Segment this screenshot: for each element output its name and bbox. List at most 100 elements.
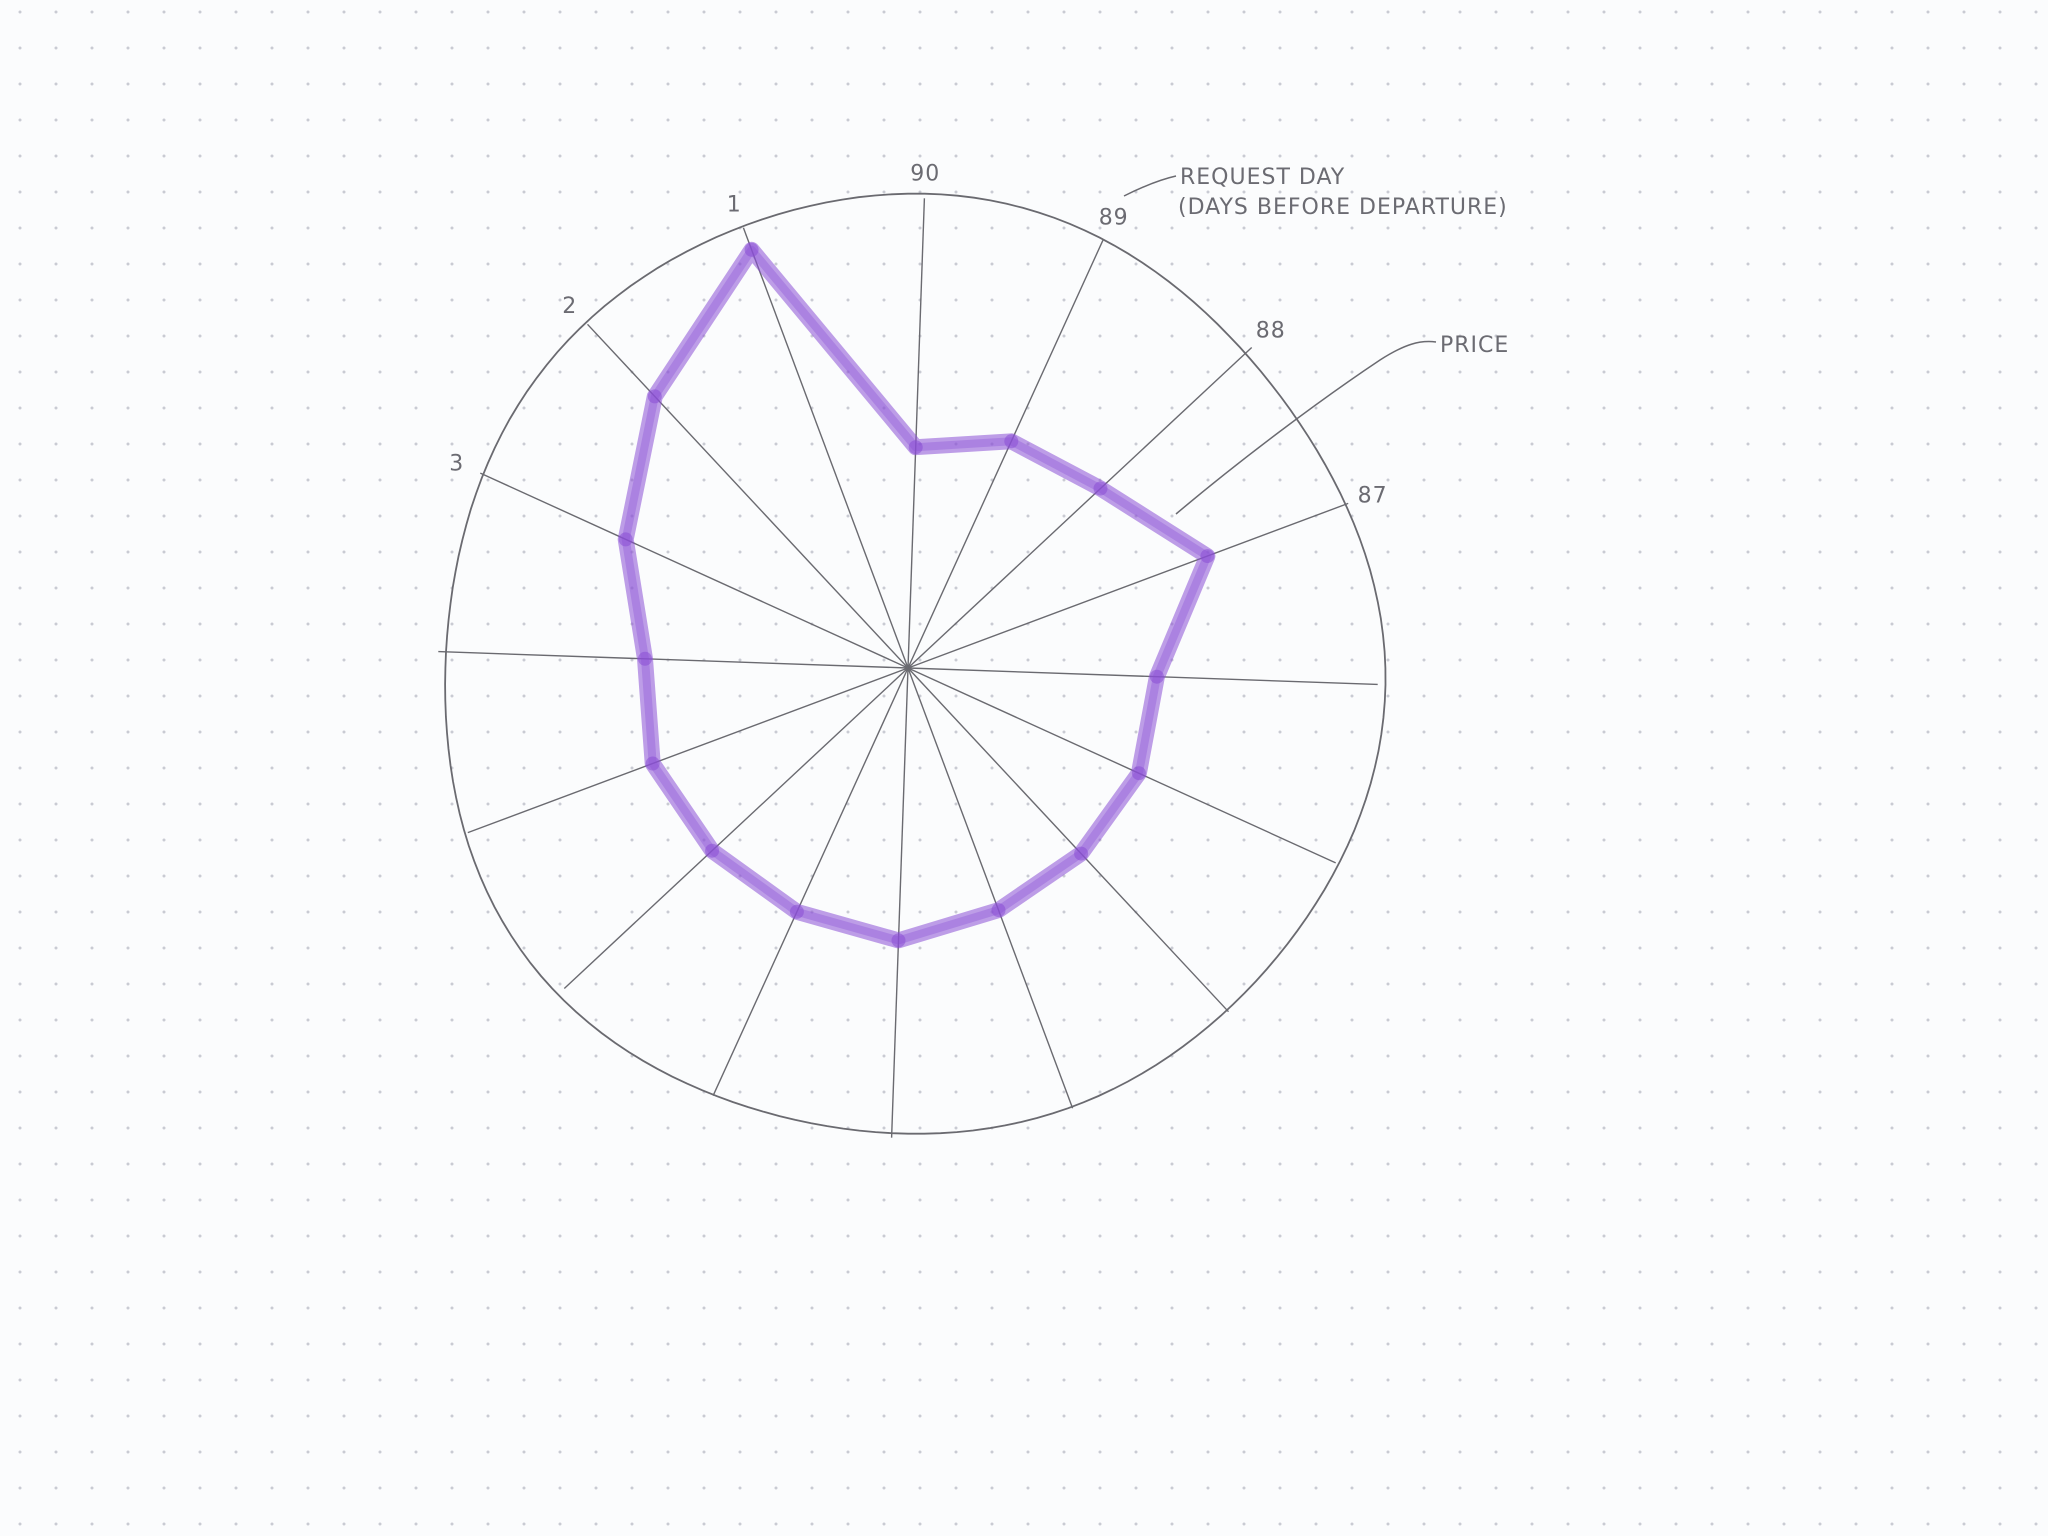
grid-dot	[90, 802, 94, 806]
grid-dot	[846, 10, 850, 14]
grid-dot	[1926, 1486, 1930, 1490]
grid-dot	[1206, 10, 1210, 14]
grid-dot	[1134, 298, 1138, 302]
grid-dot	[2034, 226, 2038, 230]
grid-dot	[1350, 910, 1354, 914]
grid-dot	[882, 874, 886, 878]
grid-dot	[1098, 1234, 1102, 1238]
grid-dot	[1170, 46, 1174, 50]
grid-dot	[882, 1378, 886, 1382]
grid-dot	[1314, 262, 1318, 266]
grid-dot	[774, 622, 778, 626]
grid-dot	[1350, 10, 1354, 14]
grid-dot	[1422, 514, 1426, 518]
grid-dot	[1242, 1234, 1246, 1238]
grid-dot	[1206, 766, 1210, 770]
grid-dot	[270, 586, 274, 590]
grid-dot	[1494, 766, 1498, 770]
grid-dot	[990, 730, 994, 734]
grid-dot	[1782, 82, 1786, 86]
grid-dot	[1278, 658, 1282, 662]
grid-dot	[558, 910, 562, 914]
grid-dot	[1458, 1162, 1462, 1166]
grid-dot	[1026, 1090, 1030, 1094]
grid-dot	[1206, 370, 1210, 374]
grid-dot	[234, 1054, 238, 1058]
grid-dot	[1242, 1306, 1246, 1310]
grid-dot	[342, 1234, 346, 1238]
grid-dot	[846, 118, 850, 122]
grid-dot	[342, 82, 346, 86]
grid-dot	[810, 10, 814, 14]
grid-dot	[1566, 1270, 1570, 1274]
grid-dot	[1134, 82, 1138, 86]
grid-dot	[54, 1234, 58, 1238]
grid-dot	[1566, 622, 1570, 626]
grid-dot	[1530, 694, 1534, 698]
grid-dot	[846, 1486, 850, 1490]
grid-dot	[1350, 766, 1354, 770]
grid-dot	[1530, 586, 1534, 590]
grid-dot	[954, 82, 958, 86]
grid-dot	[1278, 298, 1282, 302]
grid-dot	[2034, 334, 2038, 338]
grid-dot	[90, 766, 94, 770]
grid-dot	[702, 370, 706, 374]
grid-dot	[1386, 514, 1390, 518]
grid-dot	[522, 1450, 526, 1454]
grid-dot	[1062, 298, 1066, 302]
grid-dot	[126, 874, 130, 878]
grid-dot	[1782, 478, 1786, 482]
grid-dot	[1098, 334, 1102, 338]
grid-dot	[90, 298, 94, 302]
grid-dot	[1098, 1414, 1102, 1418]
grid-dot	[1134, 946, 1138, 950]
grid-dot	[378, 514, 382, 518]
grid-dot	[306, 586, 310, 590]
grid-dot	[1962, 1450, 1966, 1454]
grid-dot	[1206, 190, 1210, 194]
grid-dot	[2034, 1414, 2038, 1418]
grid-dot	[810, 1162, 814, 1166]
grid-dot	[90, 694, 94, 698]
grid-dot	[1242, 262, 1246, 266]
grid-dot	[1242, 838, 1246, 842]
grid-dot	[810, 1054, 814, 1058]
grid-dot	[1242, 1126, 1246, 1130]
grid-dot	[1350, 1018, 1354, 1022]
grid-dot	[1278, 478, 1282, 482]
grid-dot	[162, 1306, 166, 1310]
grid-dot	[1278, 1054, 1282, 1058]
grid-dot	[486, 910, 490, 914]
grid-dot	[1566, 874, 1570, 878]
grid-dot	[1062, 1234, 1066, 1238]
grid-dot	[1962, 1270, 1966, 1274]
grid-dot	[1602, 586, 1606, 590]
grid-dot	[1386, 154, 1390, 158]
grid-dot	[1998, 658, 2002, 662]
grid-dot	[882, 1270, 886, 1274]
grid-dot	[1062, 1198, 1066, 1202]
grid-dot	[594, 1198, 598, 1202]
grid-dot	[414, 298, 418, 302]
grid-dot	[666, 622, 670, 626]
grid-dot	[666, 478, 670, 482]
grid-dot	[990, 1234, 994, 1238]
grid-dot	[1134, 982, 1138, 986]
grid-dot	[450, 82, 454, 86]
grid-dot	[630, 1306, 634, 1310]
grid-dot	[234, 442, 238, 446]
grid-dot	[18, 982, 22, 986]
grid-dot	[378, 874, 382, 878]
grid-dot	[342, 1306, 346, 1310]
grid-dot	[1026, 802, 1030, 806]
grid-dot	[486, 226, 490, 230]
grid-dot	[1422, 1054, 1426, 1058]
grid-dot	[1386, 82, 1390, 86]
grid-dot	[54, 658, 58, 662]
grid-dot	[954, 1162, 958, 1166]
grid-dot	[1458, 262, 1462, 266]
grid-dot	[1314, 838, 1318, 842]
radar-spoke	[467, 667, 909, 834]
grid-dot	[18, 1198, 22, 1202]
